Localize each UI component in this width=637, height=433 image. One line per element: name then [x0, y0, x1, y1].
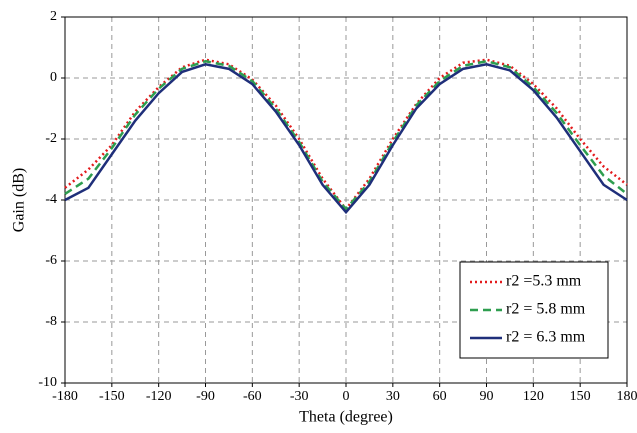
line-series: [64, 62, 628, 215]
x-tick-label: -30: [290, 389, 309, 404]
x-tick-label: 120: [523, 389, 544, 404]
y-tick-label: 2: [50, 9, 57, 24]
x-tick-label: 150: [570, 389, 591, 404]
x-tick-label: 180: [617, 389, 637, 404]
x-tick-label: -90: [196, 389, 215, 404]
x-tick-label: -120: [146, 389, 172, 404]
legend-label: r2 = 5.8 mm: [506, 301, 586, 318]
y-tick-label: -6: [45, 253, 57, 268]
x-tick-label: 90: [480, 389, 494, 404]
y-tick-label: -4: [45, 192, 57, 207]
y-tick-label: -10: [38, 375, 57, 390]
legend-label: r2 = 6.3 mm: [506, 329, 586, 346]
x-tick-label: 60: [433, 389, 447, 404]
y-tick-label: -2: [45, 131, 57, 146]
x-axis-label: Theta (degree): [299, 409, 393, 426]
legend: r2 =5.3 mm r2 = 5.8 mm r2 = 6.3 mm: [459, 261, 609, 359]
x-tick-label: 0: [343, 389, 350, 404]
x-tick-label: -150: [99, 389, 125, 404]
x-tick-label: -180: [52, 389, 78, 404]
y-tick-label: -8: [45, 314, 57, 329]
x-tick-label: 30: [386, 389, 400, 404]
y-tick-label: 0: [50, 70, 57, 85]
x-tick-label: -60: [243, 389, 262, 404]
line-series: [64, 59, 628, 212]
y-axis-label: Gain (dB): [11, 168, 28, 232]
legend-label: r2 =5.3 mm: [506, 273, 582, 290]
